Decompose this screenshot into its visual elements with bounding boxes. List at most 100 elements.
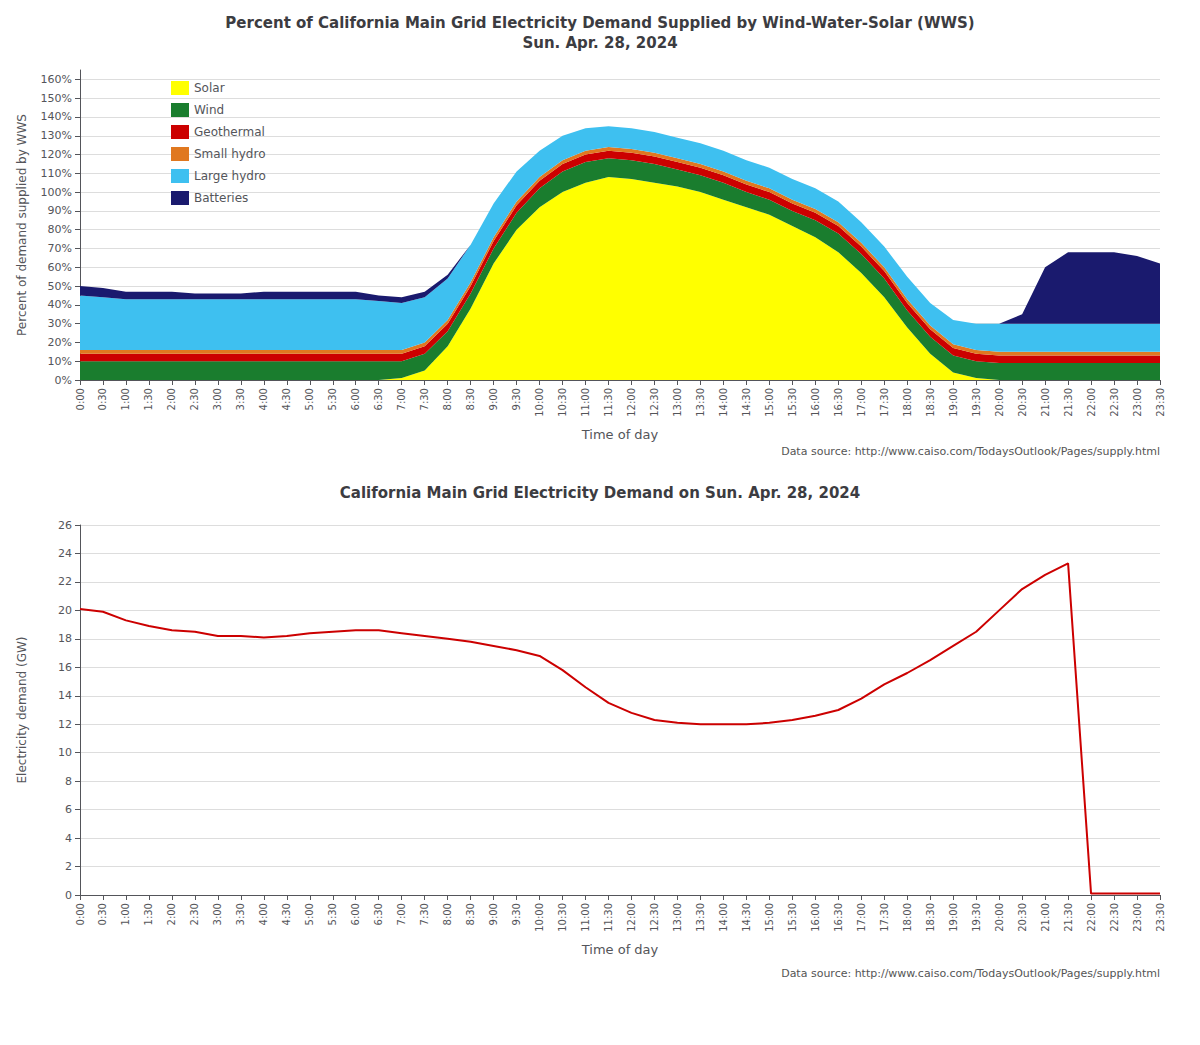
svg-text:4:30: 4:30 <box>281 903 292 925</box>
svg-text:19:00: 19:00 <box>948 903 959 932</box>
svg-text:0: 0 <box>65 889 72 902</box>
svg-text:100%: 100% <box>41 186 72 199</box>
svg-text:4: 4 <box>65 832 72 845</box>
svg-text:14:00: 14:00 <box>718 903 729 932</box>
svg-text:8:00: 8:00 <box>442 903 453 925</box>
svg-text:10:00: 10:00 <box>534 388 545 417</box>
svg-text:13:00: 13:00 <box>672 388 683 417</box>
svg-text:15:00: 15:00 <box>764 903 775 932</box>
svg-text:20:30: 20:30 <box>1017 903 1028 932</box>
svg-text:5:30: 5:30 <box>327 903 338 925</box>
svg-text:13:30: 13:30 <box>695 388 706 417</box>
svg-text:8:00: 8:00 <box>442 388 453 410</box>
svg-text:14: 14 <box>58 689 72 702</box>
svg-text:23:00: 23:00 <box>1132 388 1143 417</box>
svg-text:17:30: 17:30 <box>879 388 890 417</box>
svg-text:0:00: 0:00 <box>75 388 86 410</box>
svg-text:1:30: 1:30 <box>143 903 154 925</box>
svg-text:21:00: 21:00 <box>1040 388 1051 417</box>
svg-text:17:30: 17:30 <box>879 903 890 932</box>
svg-text:13:00: 13:00 <box>672 903 683 932</box>
svg-text:8:30: 8:30 <box>465 903 476 925</box>
svg-text:9:00: 9:00 <box>488 388 499 410</box>
svg-text:14:30: 14:30 <box>741 903 752 932</box>
svg-text:150%: 150% <box>41 92 72 105</box>
svg-text:17:00: 17:00 <box>856 903 867 932</box>
svg-text:6:00: 6:00 <box>350 903 361 925</box>
svg-text:16: 16 <box>58 661 72 674</box>
svg-text:6:00: 6:00 <box>350 388 361 410</box>
svg-text:Geothermal: Geothermal <box>194 125 265 139</box>
svg-text:15:30: 15:30 <box>787 903 798 932</box>
svg-text:26: 26 <box>58 519 72 532</box>
svg-text:80%: 80% <box>48 223 72 236</box>
svg-text:7:30: 7:30 <box>419 903 430 925</box>
svg-text:18:30: 18:30 <box>925 903 936 932</box>
svg-text:70%: 70% <box>48 242 72 255</box>
svg-text:60%: 60% <box>48 261 72 274</box>
svg-text:14:00: 14:00 <box>718 388 729 417</box>
svg-text:0%: 0% <box>55 374 72 387</box>
svg-text:11:30: 11:30 <box>603 903 614 932</box>
svg-text:3:00: 3:00 <box>212 903 223 925</box>
svg-text:12: 12 <box>58 718 72 731</box>
svg-text:Time of day: Time of day <box>581 427 659 442</box>
svg-text:2:30: 2:30 <box>189 903 200 925</box>
svg-text:90%: 90% <box>48 204 72 217</box>
svg-text:5:00: 5:00 <box>304 903 315 925</box>
svg-text:10:00: 10:00 <box>534 903 545 932</box>
svg-text:Batteries: Batteries <box>194 191 248 205</box>
svg-text:18:30: 18:30 <box>925 388 936 417</box>
svg-text:12:00: 12:00 <box>626 388 637 417</box>
svg-text:20:00: 20:00 <box>994 903 1005 932</box>
svg-text:Time of day: Time of day <box>581 942 659 957</box>
svg-text:160%: 160% <box>41 73 72 86</box>
svg-text:20: 20 <box>58 604 72 617</box>
svg-text:23:30: 23:30 <box>1155 388 1166 417</box>
svg-text:20:30: 20:30 <box>1017 388 1028 417</box>
svg-text:5:30: 5:30 <box>327 388 338 410</box>
svg-text:Data source: http://www.caiso.: Data source: http://www.caiso.com/Todays… <box>781 445 1160 458</box>
svg-text:22:00: 22:00 <box>1086 903 1097 932</box>
svg-text:2:30: 2:30 <box>189 388 200 410</box>
svg-text:10:30: 10:30 <box>557 903 568 932</box>
svg-text:Percent of demand supplied by: Percent of demand supplied by WWS <box>15 114 29 336</box>
svg-text:9:00: 9:00 <box>488 903 499 925</box>
svg-text:6: 6 <box>65 803 72 816</box>
svg-text:4:00: 4:00 <box>258 388 269 410</box>
svg-text:15:00: 15:00 <box>764 388 775 417</box>
svg-text:11:00: 11:00 <box>580 388 591 417</box>
svg-text:5:00: 5:00 <box>304 388 315 410</box>
svg-text:9:30: 9:30 <box>511 903 522 925</box>
svg-text:Sun. Apr. 28, 2024: Sun. Apr. 28, 2024 <box>522 34 677 52</box>
svg-text:8:30: 8:30 <box>465 388 476 410</box>
svg-text:40%: 40% <box>48 298 72 311</box>
svg-text:9:30: 9:30 <box>511 388 522 410</box>
svg-text:0:30: 0:30 <box>97 388 108 410</box>
svg-text:22:30: 22:30 <box>1109 388 1120 417</box>
svg-text:24: 24 <box>58 547 72 560</box>
svg-text:10: 10 <box>58 746 72 759</box>
svg-text:16:00: 16:00 <box>810 903 821 932</box>
svg-text:2: 2 <box>65 860 72 873</box>
svg-text:1:00: 1:00 <box>120 903 131 925</box>
svg-text:12:30: 12:30 <box>649 903 660 932</box>
svg-text:120%: 120% <box>41 148 72 161</box>
svg-text:12:00: 12:00 <box>626 903 637 932</box>
svg-text:22: 22 <box>58 575 72 588</box>
svg-text:20%: 20% <box>48 336 72 349</box>
svg-text:3:00: 3:00 <box>212 388 223 410</box>
svg-text:2:00: 2:00 <box>166 903 177 925</box>
svg-text:Electricity demand (GW): Electricity demand (GW) <box>15 636 29 783</box>
svg-text:23:00: 23:00 <box>1132 903 1143 932</box>
svg-text:12:30: 12:30 <box>649 388 660 417</box>
svg-text:16:00: 16:00 <box>810 388 821 417</box>
svg-text:21:00: 21:00 <box>1040 903 1051 932</box>
svg-text:0:30: 0:30 <box>97 903 108 925</box>
svg-text:7:00: 7:00 <box>396 388 407 410</box>
svg-text:7:00: 7:00 <box>396 903 407 925</box>
svg-text:Data source: http://www.caiso.: Data source: http://www.caiso.com/Todays… <box>781 967 1160 980</box>
svg-text:4:30: 4:30 <box>281 388 292 410</box>
svg-text:19:30: 19:30 <box>971 903 982 932</box>
svg-text:130%: 130% <box>41 129 72 142</box>
